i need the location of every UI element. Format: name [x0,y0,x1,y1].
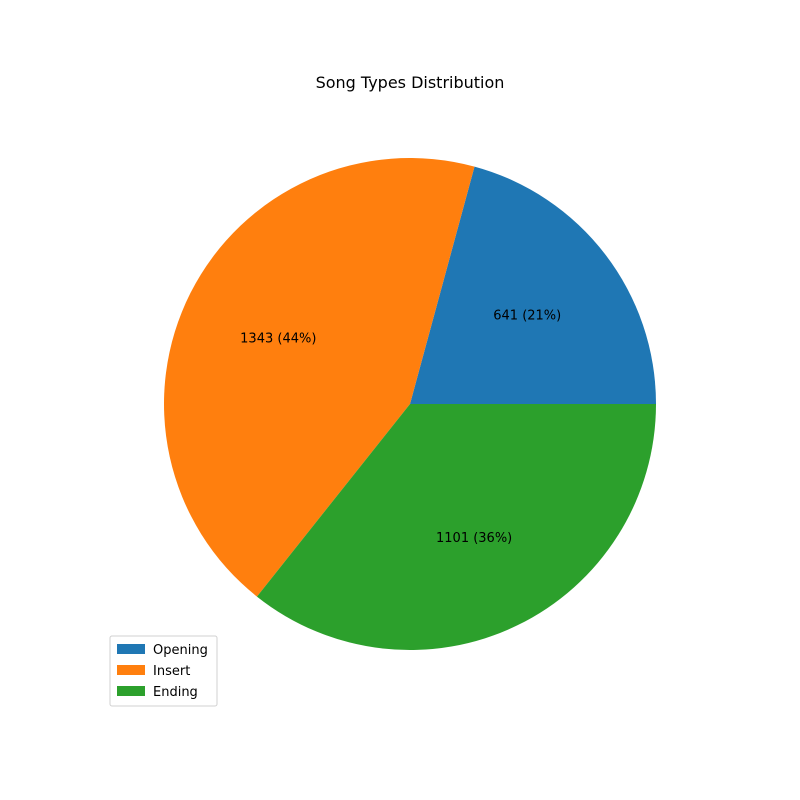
slice-label-insert: 1343 (44%) [240,331,316,346]
legend-label-opening: Opening [153,643,208,658]
slice-label-ending: 1101 (36%) [436,531,512,546]
pie-slices [164,158,656,650]
legend-label-insert: Insert [153,664,190,679]
legend-label-ending: Ending [153,685,198,700]
pie-slice-insert [164,158,475,597]
pie-slice-opening [410,166,656,404]
legend-swatch-insert [117,665,145,675]
chart-title: Song Types Distribution [316,73,505,92]
legend-swatch-opening [117,644,145,654]
slice-label-opening: 641 (21%) [493,308,561,323]
legend: Opening Insert Ending [109,635,218,707]
legend-swatch-ending [117,686,145,696]
slice-labels: 641 (21%) 1343 (44%) 1101 (36%) [240,308,561,546]
pie-slice-ending [256,404,656,650]
